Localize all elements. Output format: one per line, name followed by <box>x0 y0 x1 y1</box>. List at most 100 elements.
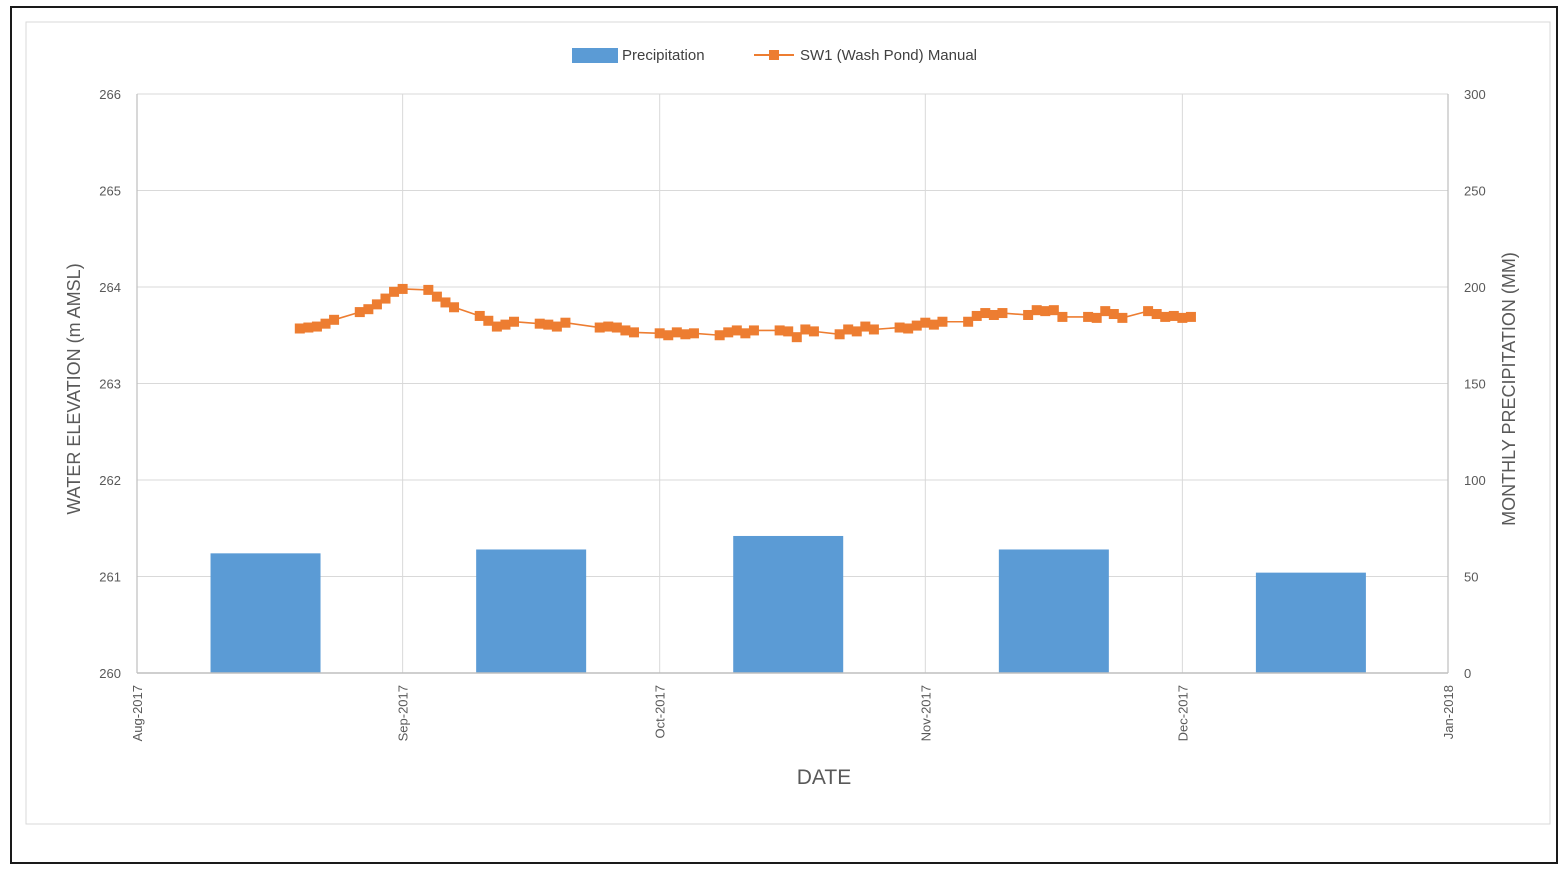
sw1-data-point <box>723 327 734 338</box>
sw1-data-point <box>671 327 682 338</box>
precipitation-bar <box>210 553 321 673</box>
x-tick-label: Oct-2017 <box>653 685 668 738</box>
sw1-data-point <box>500 319 511 330</box>
sw1-data-point <box>474 310 485 321</box>
sw1-data-point <box>851 326 862 337</box>
combo-chart: 260 261 262 263 264 265 266 0 50 100 150 200 250 300 A… <box>25 21 1551 825</box>
sw1-data-point <box>928 319 939 330</box>
sw1-data-point <box>1091 312 1102 323</box>
precipitation-bar <box>998 549 1109 673</box>
sw1-data-point <box>397 283 408 294</box>
sw1-data-point <box>843 324 854 335</box>
sw1-data-point <box>560 317 571 328</box>
sw1-data-point <box>654 328 665 339</box>
sw1-data-point <box>791 332 802 343</box>
y-left-tick-label: 260 <box>99 666 121 681</box>
precipitation-bar <box>1255 572 1366 673</box>
sw1-data-point <box>997 308 1008 319</box>
sw1-data-point <box>620 325 631 336</box>
sw1-data-point <box>440 297 451 308</box>
sw1-data-point <box>1151 309 1162 320</box>
sw1-data-point <box>988 309 999 320</box>
axes <box>136 94 1449 674</box>
sw1-data-point <box>543 319 554 330</box>
elevation-series <box>294 283 1196 343</box>
legend-sw1-marker <box>769 50 779 60</box>
y-right-tick-label: 300 <box>1464 87 1486 102</box>
legend-precipitation-swatch <box>572 48 618 63</box>
sw1-data-point <box>491 321 502 332</box>
precipitation-bar <box>476 549 587 673</box>
y-right-tick-label: 100 <box>1464 473 1486 488</box>
x-axis-title: DATE <box>797 766 851 789</box>
sw1-data-point <box>1100 306 1111 317</box>
x-tick-label: Nov-2017 <box>918 685 933 741</box>
sw1-data-point <box>748 325 759 336</box>
sw1-data-point <box>860 321 871 332</box>
y-left-tick-label: 262 <box>99 473 121 488</box>
x-tick-label: Sep-2017 <box>396 685 411 741</box>
chart-frame: 260 261 262 263 264 265 266 0 50 100 150 200 250 300 A… <box>10 6 1558 864</box>
sw1-data-point <box>1143 306 1154 317</box>
sw1-data-point <box>1108 309 1119 320</box>
sw1-data-point <box>800 324 811 335</box>
sw1-data-point <box>423 284 434 295</box>
sw1-data-point <box>894 322 905 333</box>
sw1-data-point <box>980 308 991 319</box>
sw1-data-point <box>380 293 391 304</box>
y-left-tick-label: 264 <box>99 280 121 295</box>
sw1-data-point <box>937 316 948 327</box>
sw1-data-point <box>551 321 562 332</box>
y-left-tick-label: 266 <box>99 87 121 102</box>
sw1-data-point <box>363 304 374 315</box>
sw1-data-point <box>808 326 819 337</box>
sw1-data-point <box>1031 305 1042 316</box>
precipitation-bars <box>210 535 1366 673</box>
sw1-data-point <box>688 328 699 339</box>
sw1-data-point <box>1117 312 1128 323</box>
sw1-data-point <box>1160 311 1171 322</box>
y-right-tick-label: 50 <box>1464 570 1478 585</box>
sw1-data-point <box>431 291 442 302</box>
sw1-data-point <box>663 330 674 341</box>
y-left-tick-label: 265 <box>99 184 121 199</box>
sw1-data-point <box>320 318 331 329</box>
sw1-data-point <box>1083 311 1094 322</box>
plot-background <box>25 21 1551 825</box>
x-tick-label: Aug-2017 <box>130 685 145 741</box>
grid-lines <box>137 93 1448 673</box>
sw1-data-point <box>920 317 931 328</box>
y-right-tick-label: 250 <box>1464 184 1486 199</box>
sw1-data-point <box>603 321 614 332</box>
y-left-axis-title: WATER ELEVATION (m AMSL) <box>64 263 84 514</box>
y-right-tick-label: 0 <box>1464 666 1471 681</box>
sw1-data-point <box>963 316 974 327</box>
sw1-data-point <box>534 318 545 329</box>
sw1-data-point <box>1168 310 1179 321</box>
sw1-data-point <box>680 329 691 340</box>
sw1-data-point <box>774 325 785 336</box>
sw1-data-point <box>354 307 365 318</box>
y-left-tick-label: 261 <box>99 570 121 585</box>
tick-labels: 260 261 262 263 264 265 266 0 50 100 150 200 250 300 A… <box>99 87 1485 741</box>
y-right-tick-label: 200 <box>1464 280 1486 295</box>
sw1-data-point <box>483 315 494 326</box>
sw1-data-point <box>903 323 914 334</box>
sw1-data-point <box>1040 306 1051 317</box>
sw1-data-point <box>740 328 751 339</box>
sw1-data-point <box>611 322 622 333</box>
sw1-data-point <box>311 321 322 332</box>
sw1-data-point <box>1185 311 1196 322</box>
sw1-data-point <box>971 310 982 321</box>
sw1-data-point <box>509 316 520 327</box>
sw1-data-point <box>911 320 922 331</box>
sw1-data-point <box>1048 305 1059 316</box>
y-right-axis-title: MONTHLY PRECIPITATION (MM) <box>1499 252 1519 526</box>
sw1-data-point <box>783 326 794 337</box>
sw1-data-point <box>329 314 340 325</box>
sw1-data-point <box>628 327 639 338</box>
sw1-data-point <box>303 322 314 333</box>
sw1-data-point <box>389 286 400 297</box>
sw1-data-point <box>868 324 879 335</box>
sw1-data-point <box>371 299 382 310</box>
